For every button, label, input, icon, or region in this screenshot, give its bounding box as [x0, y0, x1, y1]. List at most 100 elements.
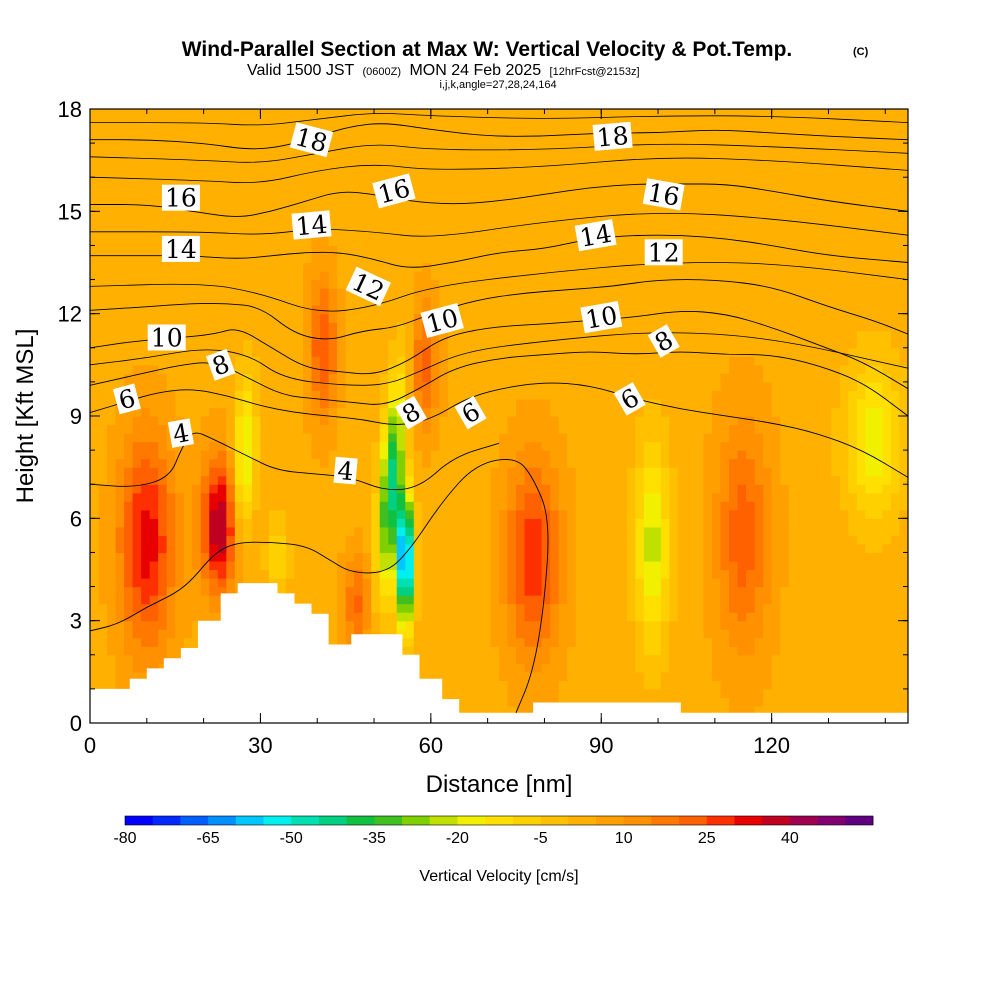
velocity-cell: [575, 526, 585, 536]
velocity-cell: [626, 236, 636, 247]
velocity-cell: [533, 228, 543, 238]
velocity-cell: [558, 569, 568, 579]
velocity-cell: [447, 211, 457, 221]
velocity-cell: [626, 467, 636, 477]
velocity-cell: [524, 518, 534, 528]
velocity-cell: [141, 654, 151, 664]
velocity-cell: [132, 450, 142, 460]
velocity-cell: [345, 296, 355, 306]
velocity-cell: [268, 194, 279, 204]
velocity-cell: [652, 424, 662, 434]
velocity-cell: [550, 450, 560, 460]
velocity-cell: [200, 288, 210, 298]
velocity-cell: [609, 535, 619, 545]
velocity-cell: [320, 543, 330, 554]
velocity-cell: [558, 433, 568, 443]
velocity-cell: [226, 262, 236, 272]
velocity-cell: [464, 441, 475, 451]
velocity-cell: [464, 202, 475, 212]
velocity-cell: [618, 194, 628, 204]
velocity-cell: [524, 305, 534, 315]
velocity-cell: [362, 117, 372, 127]
velocity-cell: [660, 688, 671, 699]
velocity-cell: [141, 364, 151, 374]
velocity-cell: [652, 433, 662, 443]
velocity-cell: [652, 450, 662, 460]
velocity-cell: [388, 262, 398, 272]
velocity-cell: [635, 543, 645, 554]
velocity-cell: [558, 578, 568, 588]
velocity-cell: [660, 663, 671, 673]
velocity-cell: [132, 671, 142, 681]
velocity-cell: [124, 424, 134, 434]
velocity-cell: [132, 194, 142, 204]
velocity-cell: [609, 467, 619, 477]
velocity-cell: [584, 151, 594, 161]
velocity-cell: [405, 296, 415, 306]
velocity-cell: [618, 356, 628, 366]
velocity-cell: [430, 160, 440, 170]
velocity-cell: [115, 475, 125, 485]
velocity-cell: [541, 390, 551, 400]
velocity-cell: [107, 637, 117, 647]
velocity-cell: [422, 595, 432, 605]
velocity-cell: [592, 253, 602, 264]
velocity-cell: [337, 364, 347, 374]
velocity-cell: [567, 441, 577, 451]
velocity-cell: [669, 612, 679, 622]
velocity-cell: [439, 398, 449, 409]
velocity-cell: [507, 398, 517, 409]
velocity-cell: [490, 433, 500, 443]
velocity-cell: [626, 458, 636, 468]
velocity-cell: [490, 339, 500, 349]
velocity-cell: [439, 654, 449, 664]
velocity-cell: [584, 569, 594, 579]
velocity-cell: [337, 330, 347, 340]
velocity-cell: [217, 586, 227, 596]
velocity-cell: [226, 219, 236, 229]
velocity-cell: [413, 305, 423, 315]
velocity-cell: [413, 560, 423, 571]
velocity-cell: [268, 578, 279, 588]
velocity-cell: [481, 177, 492, 187]
velocity-cell: [124, 296, 134, 306]
velocity-cell: [115, 228, 125, 238]
velocity-cell: [430, 441, 440, 451]
velocity-cell: [209, 126, 219, 136]
velocity-cell: [362, 202, 372, 212]
velocity-cell: [669, 560, 679, 571]
velocity-cell: [643, 620, 653, 630]
velocity-cell: [243, 194, 253, 204]
velocity-cell: [115, 262, 125, 272]
velocity-cell: [626, 680, 636, 690]
velocity-cell: [141, 433, 151, 443]
velocity-cell: [481, 620, 492, 630]
velocity-cell: [635, 356, 645, 366]
velocity-cell: [626, 424, 636, 434]
velocity-cell: [439, 211, 449, 221]
velocity-cell: [524, 236, 534, 247]
velocity-cell: [285, 356, 296, 366]
velocity-cell: [149, 236, 159, 247]
velocity-cell: [107, 629, 117, 639]
velocity-cell: [98, 612, 108, 622]
velocity-cell: [618, 168, 628, 178]
velocity-cell: [90, 236, 100, 247]
velocity-cell: [516, 236, 526, 247]
velocity-cell: [541, 526, 551, 536]
velocity-cell: [541, 620, 551, 630]
velocity-cell: [251, 253, 262, 264]
velocity-cell: [550, 177, 560, 187]
velocity-cell: [669, 288, 679, 298]
velocity-cell: [166, 364, 176, 374]
velocity-cell: [592, 475, 602, 485]
velocity-cell: [98, 356, 108, 366]
velocity-cell: [320, 194, 330, 204]
velocity-cell: [183, 177, 193, 187]
velocity-cell: [337, 228, 347, 238]
velocity-cell: [507, 569, 517, 579]
velocity-cell: [669, 467, 679, 477]
velocity-cell: [541, 484, 551, 494]
velocity-cell: [107, 586, 117, 596]
velocity-cell: [550, 271, 560, 281]
